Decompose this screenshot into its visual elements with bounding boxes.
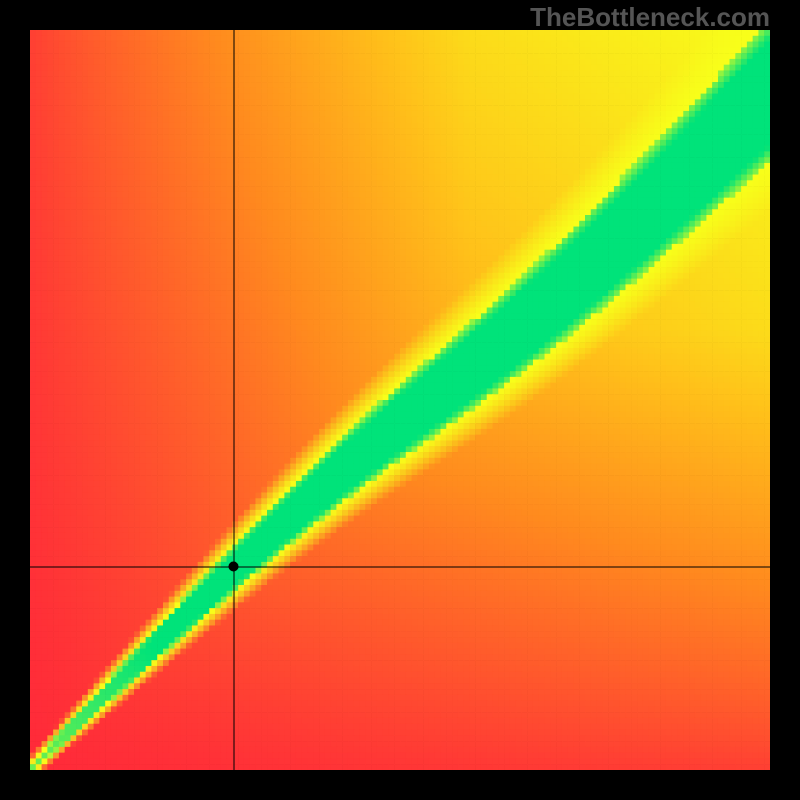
watermark-text: TheBottleneck.com — [530, 2, 770, 33]
bottleneck-heatmap — [30, 30, 770, 770]
chart-container: TheBottleneck.com — [0, 0, 800, 800]
